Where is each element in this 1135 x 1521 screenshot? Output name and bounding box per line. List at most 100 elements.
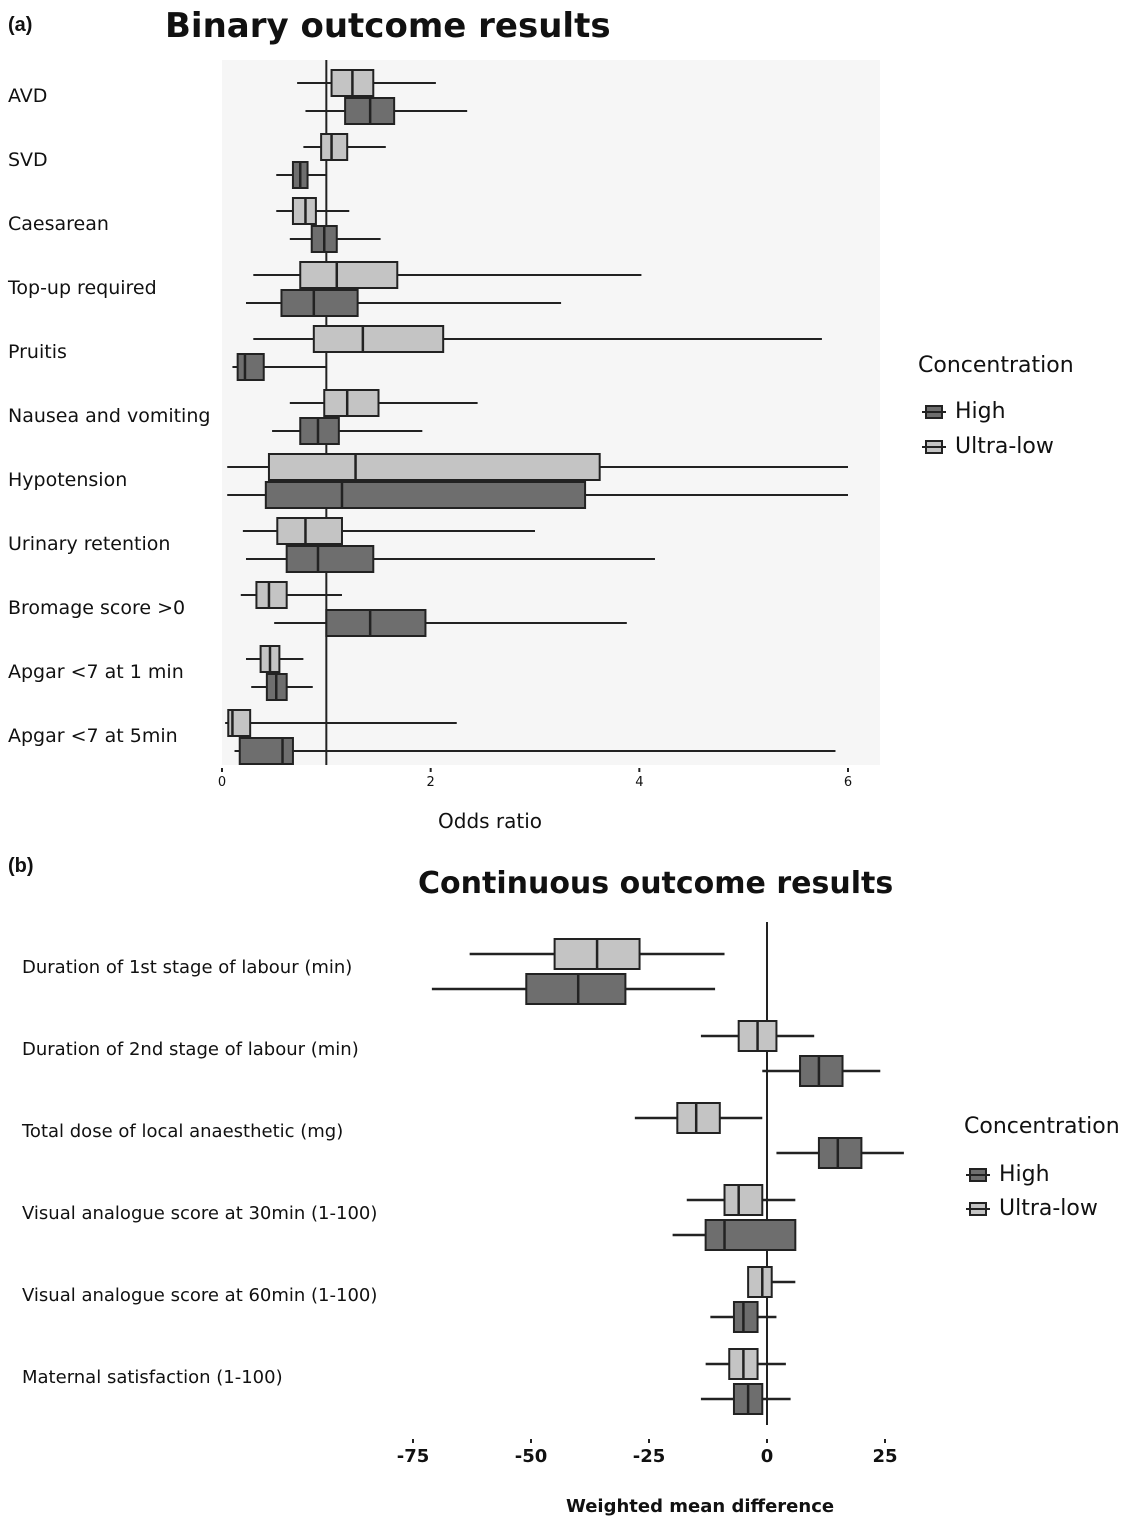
panel-a-legend-title: Concentration — [918, 353, 1074, 378]
box-avd-ultra-low — [297, 69, 436, 97]
box — [525, 973, 627, 1005]
box-apgar-7-at-1-min-ultra-low — [245, 645, 304, 673]
box — [236, 353, 265, 381]
box-apgar-7-at-1-min-high — [251, 673, 313, 701]
tick-label-25: 25 — [872, 1446, 898, 1467]
box — [238, 737, 294, 765]
panel-b-letter: (b) — [8, 855, 34, 877]
box — [320, 133, 349, 161]
box-caesarean-high — [289, 225, 381, 253]
box-total-dose-of-local-anaesthetic-mg-high — [776, 1137, 904, 1169]
category-label-avd: AVD — [8, 85, 48, 107]
box-duration-of-2nd-stage-of-labour-min-high — [762, 1055, 881, 1087]
box — [299, 261, 399, 289]
category-label-visual-analogue-score-at-60min-1-100: Visual analogue score at 60min (1-100) — [22, 1285, 378, 1306]
panel-a-plot — [221, 60, 849, 772]
box — [325, 609, 427, 637]
panel-a-x-axis-title: Odds ratio — [438, 809, 543, 833]
box-bromage-score-0-ultra-low — [240, 581, 342, 609]
box-nausea-and-vomiting-high — [272, 417, 423, 445]
box — [264, 481, 587, 509]
category-label-visual-analogue-score-at-30min-1-100: Visual analogue score at 30min (1-100) — [22, 1203, 378, 1224]
tick-label-neg25: -25 — [632, 1446, 666, 1467]
box-maternal-satisfaction-1-100-high — [700, 1383, 791, 1415]
category-label-apgar-7-at-5min: Apgar <7 at 5min — [8, 725, 178, 747]
category-label-hypotension: Hypotension — [8, 469, 128, 491]
category-label-svd: SVD — [8, 149, 48, 171]
category-label-maternal-satisfaction-1-100: Maternal satisfaction (1-100) — [22, 1367, 283, 1388]
box-top-up-required-ultra-low — [253, 261, 642, 289]
box — [732, 1301, 759, 1333]
box — [285, 545, 375, 573]
box-hypotension-high — [227, 481, 848, 509]
box — [280, 289, 359, 317]
box — [276, 517, 343, 545]
category-label-caesarean: Caesarean — [8, 213, 109, 235]
box-avd-high — [305, 97, 468, 125]
panel-a-title: Binary outcome results — [165, 6, 611, 46]
box — [312, 325, 445, 353]
tick-label-0: 0 — [760, 1446, 774, 1467]
box-visual-analogue-score-at-60min-1-100-ultra-low — [747, 1266, 796, 1298]
panel-b-legend-ultra-low: Ultra-low — [966, 1196, 1098, 1221]
box-duration-of-1st-stage-of-labour-min-high — [431, 973, 716, 1005]
box — [723, 1184, 764, 1216]
category-label-urinary-retention: Urinary retention — [8, 533, 171, 555]
panel-b-legend-high: High — [966, 1162, 1050, 1187]
box-duration-of-2nd-stage-of-labour-min-ultra-low — [700, 1020, 815, 1052]
category-label-bromage-score-0: Bromage score >0 — [8, 597, 186, 619]
panel-b-x-axis-title: Weighted mean difference — [566, 1496, 835, 1517]
box — [747, 1266, 773, 1298]
tick-label-neg50: -50 — [514, 1446, 548, 1467]
box-pruitis-ultra-low — [253, 325, 822, 353]
box-urinary-retention-ultra-low — [242, 517, 535, 545]
box — [676, 1102, 721, 1134]
legend-high-swatch — [922, 404, 946, 419]
tick-label-0: 0 — [217, 775, 227, 790]
box-nausea-and-vomiting-ultra-low — [289, 389, 478, 417]
panel-b-legend-title: Concentration — [964, 1114, 1120, 1139]
category-label-pruitis: Pruitis — [8, 341, 67, 363]
category-label-duration-of-2nd-stage-of-labour-min: Duration of 2nd stage of labour (min) — [22, 1039, 359, 1060]
category-label-apgar-7-at-1-min: Apgar <7 at 1 min — [8, 661, 184, 683]
tick-label-2: 2 — [426, 775, 435, 790]
box-top-up-required-high — [245, 289, 562, 317]
legend-ultra-low-label: Ultra-low — [955, 434, 1054, 459]
box-urinary-retention-high — [245, 545, 655, 573]
box-svd-high — [276, 161, 327, 189]
legend-high-label: High — [955, 399, 1006, 424]
box — [299, 417, 340, 445]
box-apgar-7-at-5min-ultra-low — [225, 709, 457, 737]
panel-a-letter: (a) — [8, 14, 33, 36]
box — [267, 453, 601, 481]
box — [704, 1219, 797, 1251]
box-bromage-score-0-high — [274, 609, 627, 637]
category-label-total-dose-of-local-anaesthetic-mg: Total dose of local anaesthetic (mg) — [22, 1121, 344, 1142]
box-duration-of-1st-stage-of-labour-min-ultra-low — [469, 938, 725, 970]
box-maternal-satisfaction-1-100-ultra-low — [705, 1348, 786, 1380]
legend-ultra-low-swatch — [922, 439, 946, 454]
legend-b-high-label: High — [999, 1162, 1050, 1187]
box-pruitis-high — [232, 353, 327, 381]
tick-label-neg75: -75 — [396, 1446, 430, 1467]
box — [799, 1055, 844, 1087]
tick-label-6: 6 — [843, 775, 853, 790]
box-hypotension-ultra-low — [227, 453, 848, 481]
category-label-nausea-and-vomiting: Nausea and vomiting — [8, 405, 211, 427]
tick-label-4: 4 — [635, 775, 644, 790]
legend-b-ultra-low-swatch — [966, 1201, 990, 1216]
box-visual-analogue-score-at-30min-1-100-ultra-low — [686, 1184, 796, 1216]
box — [323, 389, 380, 417]
box-visual-analogue-score-at-30min-1-100-high — [672, 1219, 797, 1251]
panel-b-title: Continuous outcome results — [418, 866, 894, 901]
category-label-top-up-required: Top-up required — [8, 277, 157, 299]
box-apgar-7-at-5min-high — [234, 737, 836, 765]
box — [227, 709, 252, 737]
legend-b-high-swatch — [966, 1167, 990, 1182]
box-visual-analogue-score-at-60min-1-100-high — [710, 1301, 777, 1333]
panel-a-legend-ultra-low: Ultra-low — [922, 434, 1054, 459]
box-total-dose-of-local-anaesthetic-mg-ultra-low — [634, 1102, 763, 1134]
box-svd-ultra-low — [303, 133, 386, 161]
panel-a-legend-high: High — [922, 399, 1006, 424]
